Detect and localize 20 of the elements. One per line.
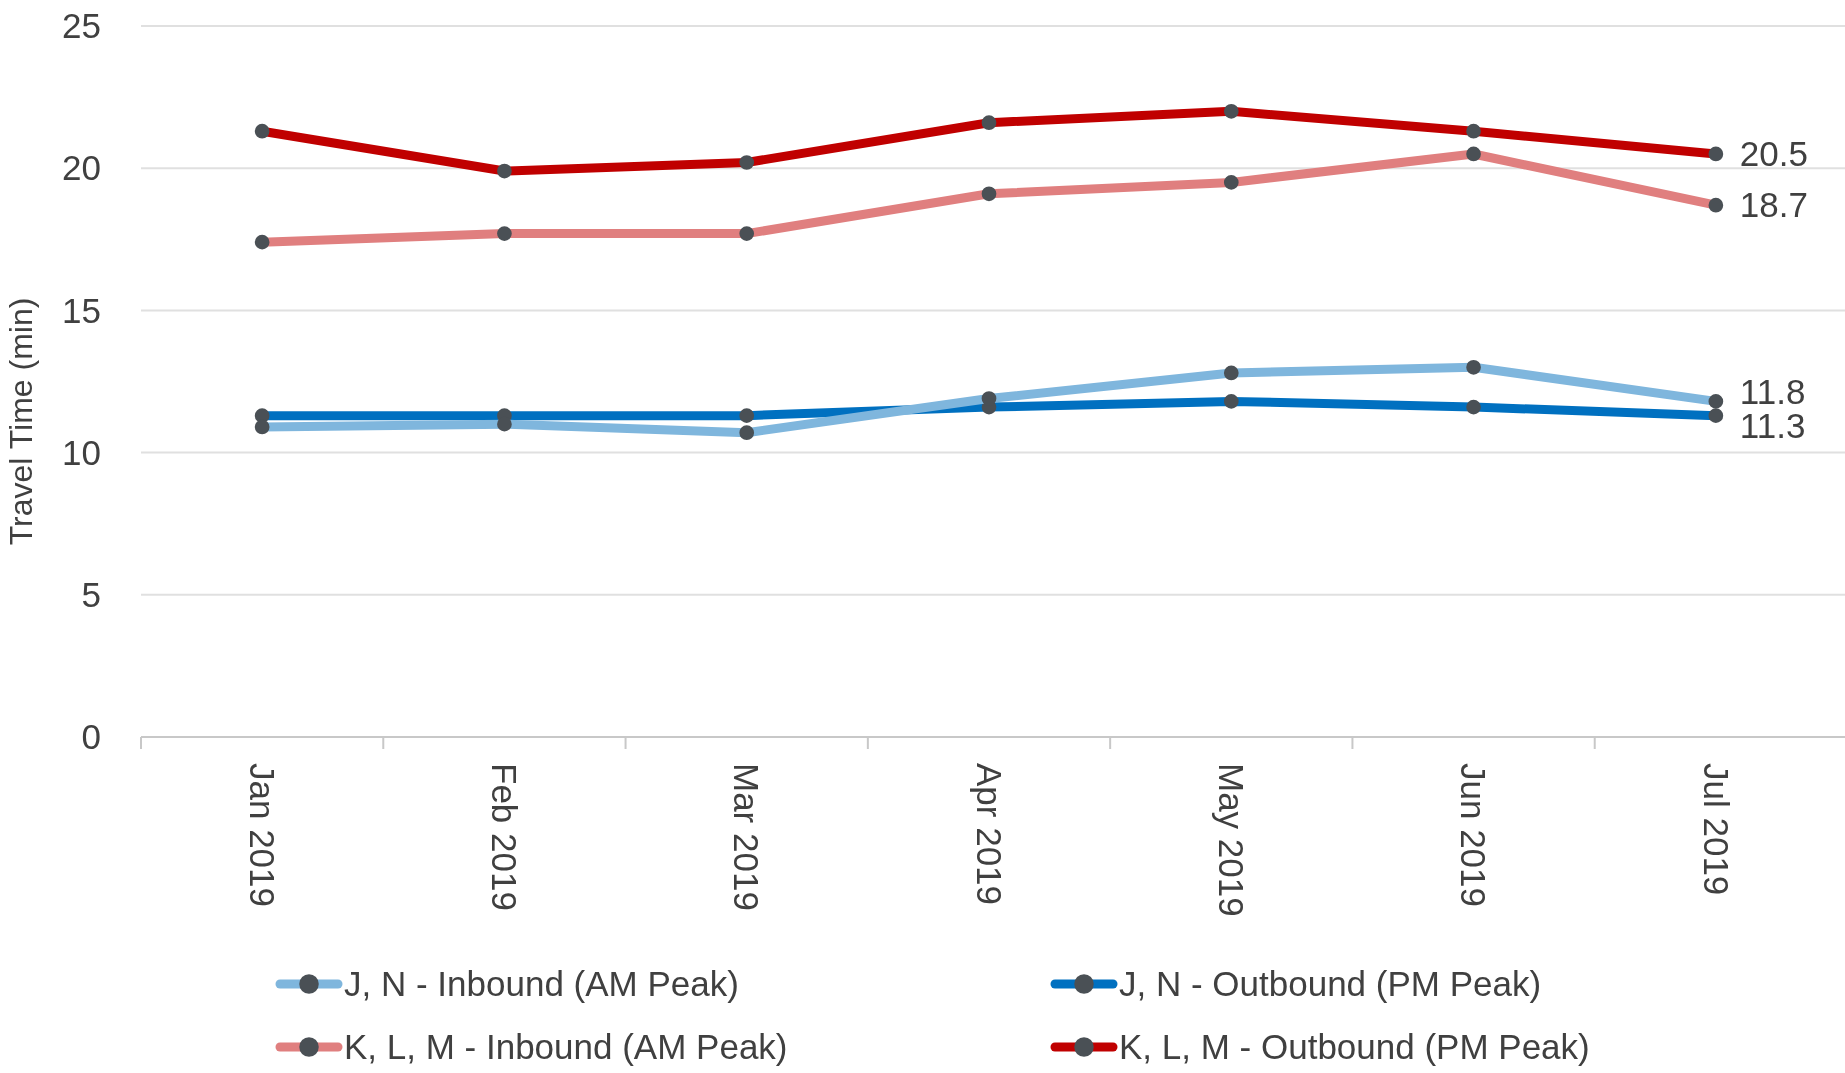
y-tick-label: 0 xyxy=(81,717,101,757)
x-tick-label: May 2019 xyxy=(1212,763,1252,917)
x-tick-label: Feb 2019 xyxy=(485,763,525,911)
data-label: 18.7 xyxy=(1739,185,1808,225)
y-tick-label: 10 xyxy=(62,432,101,472)
legend-label: K, L, M - Outbound (PM Peak) xyxy=(1119,1027,1590,1067)
x-tick-label: Jun 2019 xyxy=(1454,763,1494,908)
x-tick-label: Jul 2019 xyxy=(1696,763,1736,896)
legend-label: J, N - Outbound (PM Peak) xyxy=(1119,964,1542,1004)
x-tick-label: Mar 2019 xyxy=(727,763,767,911)
x-tick-label: Jan 2019 xyxy=(242,763,282,908)
legend-label: J, N - Inbound (AM Peak) xyxy=(344,964,739,1004)
legend-label: K, L, M - Inbound (AM Peak) xyxy=(344,1027,788,1067)
y-tick-label: 5 xyxy=(81,575,101,615)
y-axis-title: Travel Time (min) xyxy=(3,297,39,546)
x-tick-label: Apr 2019 xyxy=(969,763,1009,906)
y-tick-label: 20 xyxy=(62,148,101,188)
y-tick-label: 25 xyxy=(62,6,101,46)
data-label: 20.5 xyxy=(1739,134,1808,174)
y-tick-label: 15 xyxy=(62,290,101,330)
